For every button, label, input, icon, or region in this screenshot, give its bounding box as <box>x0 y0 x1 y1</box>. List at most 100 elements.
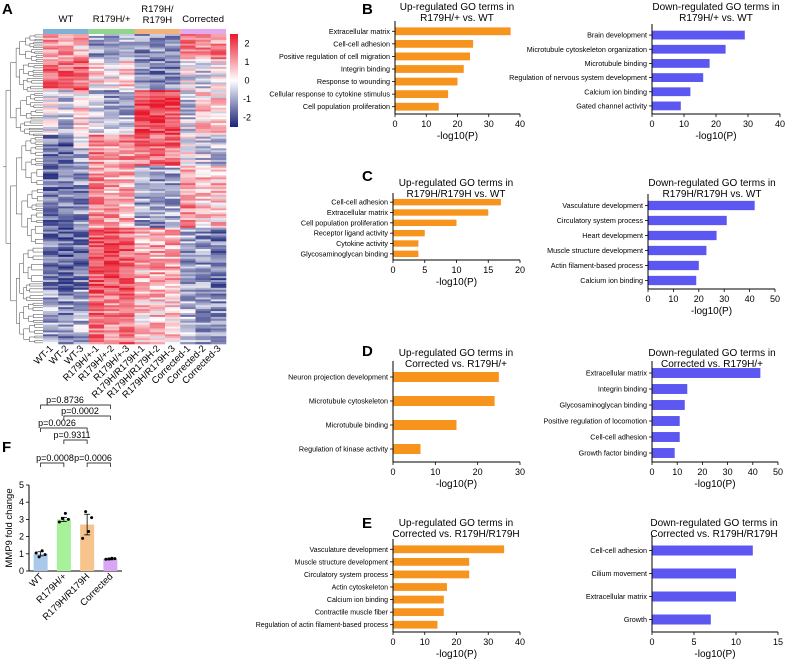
heatmap-cell <box>119 158 135 161</box>
heatmap-cell <box>210 92 227 95</box>
heatmap-cell <box>210 138 227 141</box>
heatmap-cell <box>119 229 135 232</box>
chart-title-line: R179H/+ vs. WT <box>420 13 494 24</box>
heatmap-cell <box>73 237 90 240</box>
heatmap-cell <box>134 334 151 337</box>
heatmap-cell <box>119 303 135 306</box>
heatmap-cell <box>58 223 74 227</box>
heatmap-cell <box>180 134 196 137</box>
heatmap-cell <box>149 326 166 329</box>
heatmap-cell <box>119 212 135 215</box>
heatmap-cell <box>104 340 120 343</box>
heatmap-cell <box>180 181 196 184</box>
heatmap-cell <box>134 70 151 74</box>
heatmap-cell <box>134 152 151 155</box>
heatmap-cell <box>119 61 135 64</box>
heatmap-cell <box>73 200 90 203</box>
heatmap-cell <box>134 212 151 215</box>
heatmap-cell <box>119 225 135 229</box>
heatmap-cell <box>210 326 227 329</box>
heatmap-cell <box>58 307 74 310</box>
heatmap-cell <box>104 148 120 151</box>
heatmap-cell <box>88 295 105 298</box>
heatmap-cell <box>104 45 120 48</box>
bar <box>648 245 707 256</box>
heatmap-cell <box>134 105 151 108</box>
x-tick-label: 0 <box>392 119 397 129</box>
heatmap-cell <box>210 101 227 105</box>
heatmap-cell <box>88 97 105 101</box>
heatmap-cell <box>195 51 212 54</box>
heatmap-cell <box>88 340 105 343</box>
heatmap-cell <box>43 223 59 227</box>
heatmap-cell <box>88 55 105 58</box>
heatmap-cell <box>73 202 90 205</box>
heatmap-cell <box>134 96 151 99</box>
heatmap-cell <box>165 231 181 234</box>
category-label: Extracellular matrix <box>327 208 389 217</box>
heatmap-cell <box>119 68 135 72</box>
heatmap-cell <box>73 76 90 79</box>
heatmap-cell <box>73 159 90 163</box>
heatmap-cell <box>119 96 135 99</box>
colorbar-tick-label: 1 <box>244 57 249 67</box>
heatmap-cell <box>195 278 212 281</box>
heatmap-cell <box>210 303 227 306</box>
heatmap-cell <box>165 101 181 105</box>
heatmap-cell <box>195 127 212 130</box>
heatmap-cell <box>73 66 90 70</box>
heatmap-cell <box>119 328 135 331</box>
heatmap-cell <box>58 43 74 46</box>
heatmap-cell <box>134 163 151 167</box>
x-tick-label: 10 <box>668 294 678 304</box>
heatmap-cell <box>119 43 135 46</box>
heatmap-cell <box>149 97 166 101</box>
heatmap-cell <box>73 84 90 87</box>
heatmap-cell <box>134 204 151 207</box>
heatmap-cell <box>180 115 196 118</box>
heatmap-cell <box>88 45 105 48</box>
heatmap-cell <box>58 35 74 39</box>
heatmap-cell <box>165 47 181 50</box>
heatmap-cell <box>73 307 90 310</box>
heatmap-cell <box>210 84 227 87</box>
heatmap-cell <box>73 43 90 46</box>
heatmap-cell <box>43 252 59 256</box>
heatmap-cell <box>180 138 196 141</box>
heatmap-cell <box>58 167 74 170</box>
heatmap-cell <box>58 146 74 149</box>
heatmap-cell <box>210 332 227 335</box>
heatmap-cell <box>58 256 74 260</box>
heatmap-cell <box>58 313 74 316</box>
heatmap-cell <box>43 51 59 54</box>
heatmap-cell <box>180 125 196 128</box>
heatmap-cell <box>134 57 151 60</box>
heatmap-cell <box>58 218 74 221</box>
heatmap-cell <box>88 204 105 207</box>
heatmap-cell <box>195 130 212 134</box>
category-label: Response to wounding <box>317 77 390 86</box>
heatmap-cell <box>165 130 181 134</box>
heatmap-cell <box>43 260 59 263</box>
category-label: Integrin binding <box>341 65 390 74</box>
heatmap-cell <box>119 316 135 320</box>
heatmap-cell <box>134 314 151 318</box>
heatmap-cell <box>43 196 59 199</box>
heatmap-cell <box>73 39 90 43</box>
heatmap-cell <box>104 311 120 314</box>
heatmap-cell <box>88 156 105 159</box>
heatmap-cell <box>43 218 59 221</box>
heatmap-cell <box>149 237 166 240</box>
heatmap-cell <box>180 297 196 300</box>
heatmap-cell <box>149 274 166 277</box>
heatmap-cell <box>134 293 151 296</box>
heatmap-cell <box>195 328 212 331</box>
heatmap-cell <box>104 233 120 236</box>
heatmap-cell <box>73 165 90 168</box>
heatmap-cell <box>43 72 59 75</box>
bar <box>395 77 458 86</box>
heatmap-cell <box>73 196 90 199</box>
heatmap-cell <box>210 241 227 244</box>
heatmap-cell <box>73 154 90 157</box>
heatmap-cell <box>134 272 151 275</box>
